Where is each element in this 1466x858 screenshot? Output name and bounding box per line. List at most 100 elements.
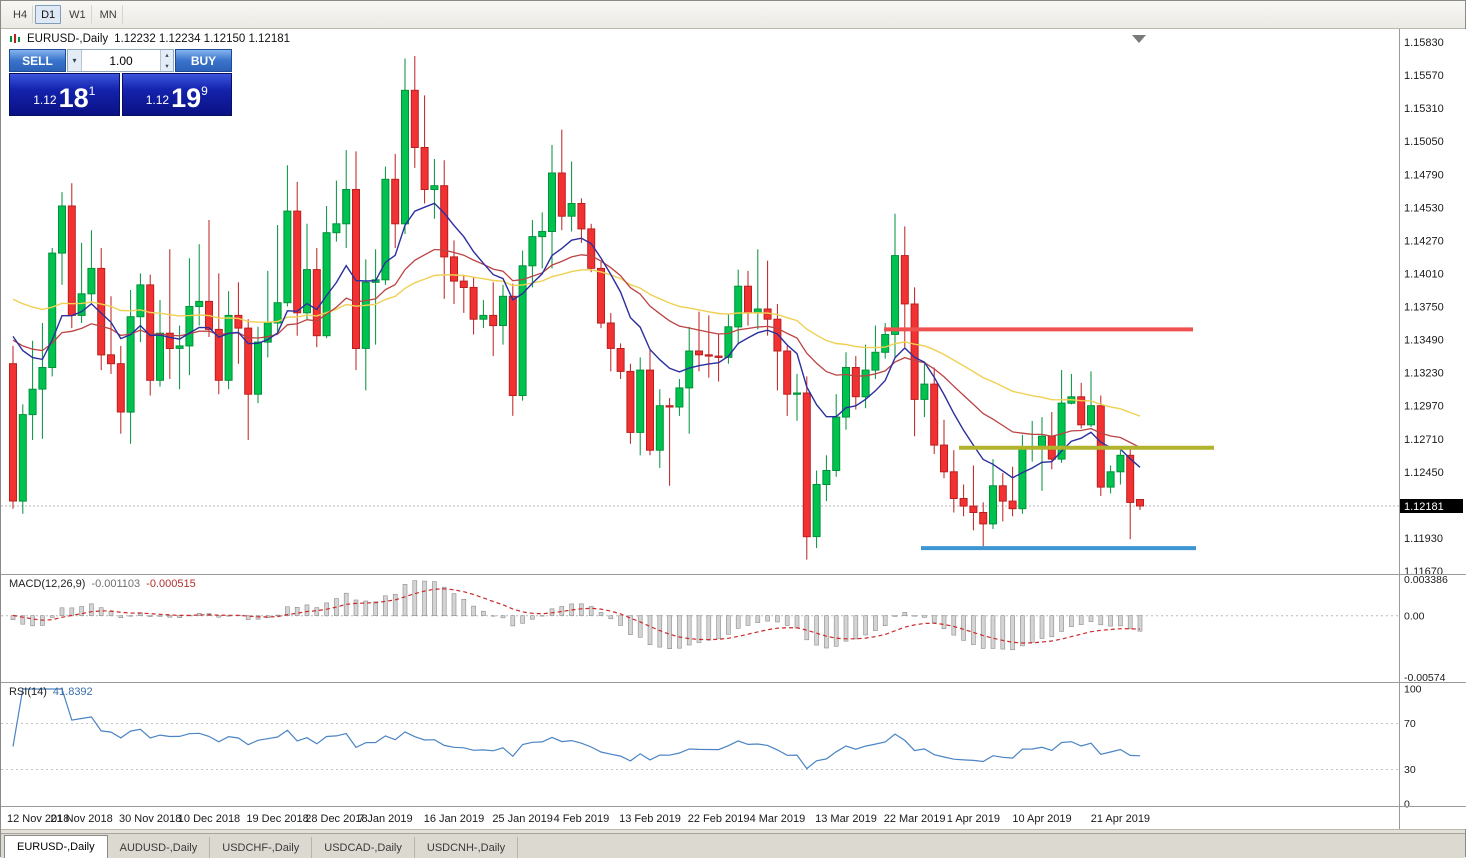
svg-text:100: 100	[1404, 684, 1422, 696]
chart-symbol-label: EURUSD-,Daily	[27, 33, 109, 45]
sell-price-big: 18	[58, 83, 89, 113]
svg-text:-0.00574: -0.00574	[1404, 672, 1446, 684]
svg-text:1.14270: 1.14270	[1404, 235, 1444, 247]
macd-main-value: -0.001103	[91, 578, 141, 590]
chart-tab-eurusd[interactable]: EURUSD-,Daily	[4, 835, 108, 858]
candlestick-series	[9, 56, 1144, 560]
svg-text:21 Nov 2018: 21 Nov 2018	[50, 813, 112, 825]
chart-canvas[interactable]: 1.15830 1.15570 1.15310 1.15050 1.14790 1.145…	[1, 29, 1466, 829]
buy-price-prefix: 1.12	[145, 93, 170, 107]
svg-text:22 Mar 2019: 22 Mar 2019	[884, 813, 946, 825]
svg-text:1.12710: 1.12710	[1404, 434, 1444, 446]
timeframe-toolbar: H4 D1 W1 MN	[1, 1, 1465, 29]
svg-text:22 Feb 2019: 22 Feb 2019	[688, 813, 750, 825]
rsi-value: 41.8392	[52, 686, 93, 698]
timeframe-button-h4[interactable]: H4	[7, 5, 34, 24]
svg-text:1 Apr 2019: 1 Apr 2019	[947, 813, 1000, 825]
svg-text:1.13230: 1.13230	[1404, 368, 1444, 380]
svg-text:1.13490: 1.13490	[1404, 335, 1444, 347]
volume-dropdown-icon[interactable]: ▾	[68, 50, 82, 71]
svg-text:0.003386: 0.003386	[1404, 574, 1448, 586]
macd-signal-line	[12, 588, 1141, 644]
drawn-horizontal-lines[interactable]	[884, 327, 1214, 551]
macd-name: MACD(12,26,9)	[9, 578, 86, 590]
chart-icon	[10, 34, 20, 43]
volume-spinner: ▴ ▾	[160, 50, 173, 71]
rsi-axis-labels: 100 70 30 0	[1404, 684, 1422, 811]
svg-text:30 Nov 2018: 30 Nov 2018	[119, 813, 181, 825]
svg-text:25 Jan 2019: 25 Jan 2019	[492, 813, 553, 825]
sell-price-button[interactable]: 1.12 18 1	[9, 73, 120, 116]
svg-text:30: 30	[1404, 764, 1416, 776]
spin-down-icon[interactable]: ▾	[165, 62, 169, 70]
sell-price-prefix: 1.12	[33, 93, 57, 107]
moving-average-lines	[12, 202, 1141, 479]
one-click-trading-panel: SELL ▾ 1.00 ▴ ▾ BUY 1.12 18 1	[9, 49, 232, 116]
macd-axis-labels: 0.003386 0.00 -0.00574	[1404, 574, 1448, 684]
price-axis-labels: 1.15830 1.15570 1.15310 1.15050 1.14790 1.145…	[1404, 37, 1444, 578]
buy-price-sup: 9	[201, 84, 208, 98]
svg-text:1.14790: 1.14790	[1404, 169, 1444, 181]
timeframe-button-w1[interactable]: W1	[63, 5, 92, 24]
svg-text:1.15310: 1.15310	[1404, 103, 1444, 115]
buy-button[interactable]: BUY	[175, 49, 232, 72]
svg-text:1.14530: 1.14530	[1404, 202, 1444, 214]
svg-text:13 Mar 2019: 13 Mar 2019	[815, 813, 877, 825]
chart-tab-usdcad[interactable]: USDCAD-,Daily	[312, 837, 415, 858]
buy-price-big: 19	[171, 83, 202, 113]
macd-histogram	[10, 580, 1143, 651]
rsi-indicator-label: RSI(14) 41.8392	[9, 686, 93, 698]
svg-text:1.15050: 1.15050	[1404, 136, 1444, 148]
svg-text:4 Mar 2019: 4 Mar 2019	[750, 813, 806, 825]
volume-input[interactable]: 1.00	[109, 53, 133, 68]
svg-text:10 Apr 2019: 10 Apr 2019	[1012, 813, 1071, 825]
svg-text:7 Jan 2019: 7 Jan 2019	[358, 813, 412, 825]
rsi-name: RSI(14)	[9, 686, 47, 698]
chart-tab-audusd[interactable]: AUDUSD-,Daily	[108, 837, 211, 858]
svg-text:1.12450: 1.12450	[1404, 467, 1444, 479]
ma-fast-line	[12, 202, 1141, 479]
svg-text:1.11930: 1.11930	[1404, 533, 1443, 545]
chart-ohlc-header: EURUSD-,Daily 1.12232 1.12234 1.12150 1.…	[9, 33, 290, 45]
chart-tab-usdcnh[interactable]: USDCNH-,Daily	[415, 837, 519, 858]
svg-text:19 Dec 2018: 19 Dec 2018	[246, 813, 308, 825]
svg-text:28 Dec 2018: 28 Dec 2018	[305, 813, 367, 825]
sell-price-sup: 1	[88, 84, 96, 98]
svg-text:1.15570: 1.15570	[1404, 70, 1444, 82]
svg-text:1.12970: 1.12970	[1404, 401, 1444, 413]
svg-text:0.00: 0.00	[1404, 611, 1425, 623]
chart-tabs-bar: EURUSD-,Daily AUDUSD-,Daily USDCHF-,Daily U…	[1, 833, 1465, 858]
volume-control: ▾ 1.00 ▴ ▾	[67, 49, 174, 72]
svg-text:10 Dec 2018: 10 Dec 2018	[178, 813, 240, 825]
svg-text:4 Feb 2019: 4 Feb 2019	[554, 813, 610, 825]
pane-separators	[1, 29, 1466, 829]
macd-indicator-label: MACD(12,26,9) -0.001103 -0.000515	[9, 578, 196, 590]
chart-shift-marker-icon[interactable]	[1132, 35, 1146, 43]
spin-up-icon[interactable]: ▴	[165, 52, 169, 60]
macd-signal-value: -0.000515	[146, 578, 196, 590]
svg-text:1.15830: 1.15830	[1404, 37, 1444, 49]
timeframe-buttons: H4 D1 W1 MN	[7, 5, 123, 24]
chart-tab-usdchf[interactable]: USDCHF-,Daily	[210, 837, 313, 858]
svg-text:1.13750: 1.13750	[1404, 302, 1444, 314]
svg-text:0: 0	[1404, 799, 1410, 811]
chart-region: 1.15830 1.15570 1.15310 1.15050 1.14790 1.145…	[1, 29, 1466, 829]
svg-text:12 Nov 2018: 12 Nov 2018	[7, 813, 69, 825]
timeframe-button-d1[interactable]: D1	[35, 5, 62, 24]
buy-price-button[interactable]: 1.12 19 9	[121, 73, 232, 116]
svg-text:16 Jan 2019: 16 Jan 2019	[424, 813, 485, 825]
timeframe-button-mn[interactable]: MN	[94, 5, 123, 24]
svg-text:70: 70	[1404, 718, 1416, 730]
rsi-line	[12, 688, 1141, 770]
horizontal-scrollbar[interactable]	[1, 829, 1465, 833]
last-price-badge: 1.12181	[1399, 499, 1463, 513]
svg-text:1.12181: 1.12181	[1404, 501, 1444, 513]
sell-button[interactable]: SELL	[9, 49, 66, 72]
svg-text:1.14010: 1.14010	[1404, 268, 1444, 280]
ma-slow-line	[12, 269, 1141, 417]
svg-text:13 Feb 2019: 13 Feb 2019	[619, 813, 681, 825]
ma-mid-line	[12, 248, 1141, 448]
chart-ohlc-values: 1.12232 1.12234 1.12150 1.12181	[114, 33, 291, 45]
